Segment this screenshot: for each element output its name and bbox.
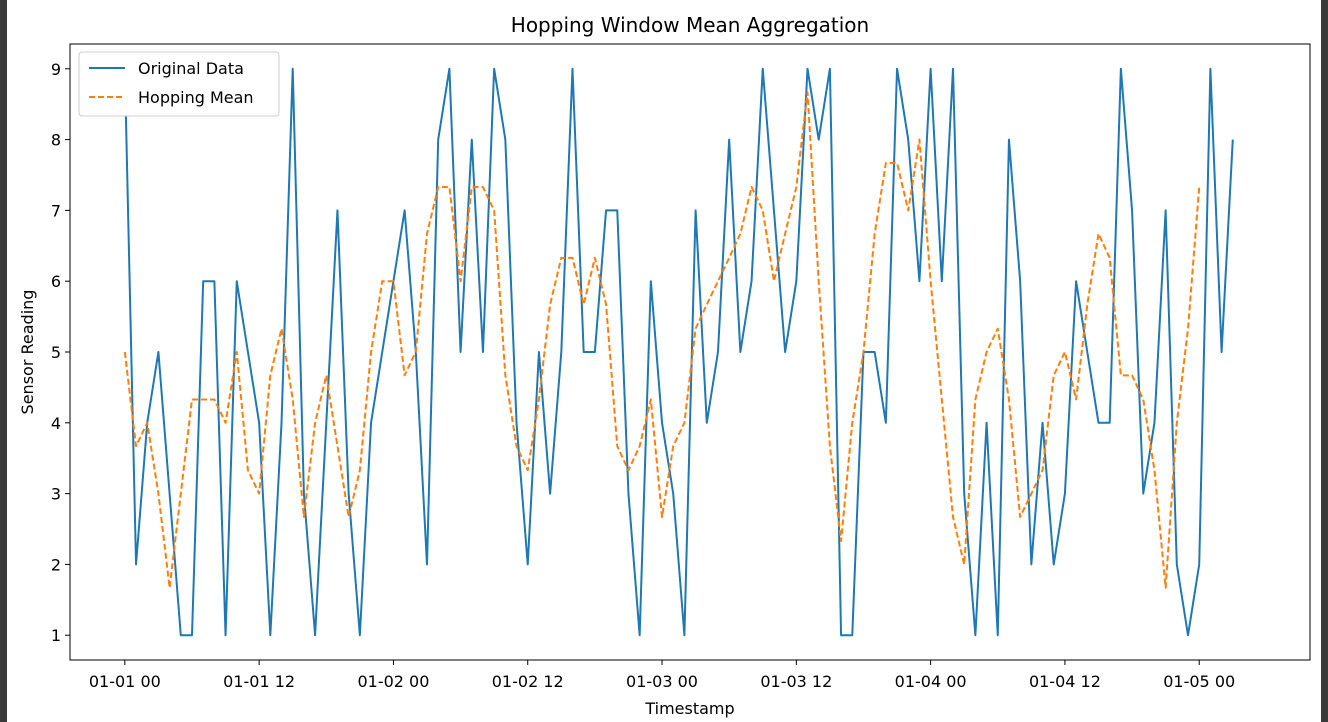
y-tick-label: 7: [51, 201, 61, 220]
x-tick-label: 01-01 00: [89, 672, 161, 691]
x-tick-label: 01-04 12: [1029, 672, 1101, 691]
legend-label-hopping-mean: Hopping Mean: [138, 88, 254, 107]
y-tick-label: 8: [51, 131, 61, 150]
y-tick-label: 9: [51, 60, 61, 79]
window-frame-left: [0, 0, 7, 722]
y-tick-label: 3: [51, 485, 61, 504]
legend-label-original-data: Original Data: [138, 59, 244, 78]
plot-area: [123, 67, 1234, 637]
y-axis: 1 2 3 4 5 6 7 8 9: [51, 60, 70, 645]
window-frame-right: [1321, 0, 1328, 722]
x-tick-label: 01-03 12: [760, 672, 832, 691]
x-tick-label: 01-02 00: [357, 672, 429, 691]
plot-frame: [69, 43, 1311, 661]
x-axis-label: Timestamp: [644, 699, 734, 718]
y-axis-label: Sensor Reading: [18, 290, 37, 415]
series-line-hopping-mean: [123, 91, 1201, 589]
chart-title: Hopping Window Mean Aggregation: [511, 13, 869, 37]
y-tick-label: 5: [51, 343, 61, 362]
y-tick-label: 6: [51, 272, 61, 291]
legend: Original Data Hopping Mean: [78, 51, 280, 117]
x-tick-label: 01-05 00: [1163, 672, 1235, 691]
x-axis: 01-01 00 01-01 12 01-02 00 01-02 12 01-03 00…: [89, 660, 1235, 691]
x-tick-label: 01-01 12: [223, 672, 295, 691]
y-tick-label: 4: [51, 414, 61, 433]
x-tick-label: 01-04 00: [895, 672, 967, 691]
x-tick-label: 01-02 12: [492, 672, 564, 691]
legend-box: [78, 51, 280, 117]
series-line-original-data: [123, 67, 1234, 637]
y-tick-label: 1: [51, 626, 61, 645]
x-tick-label: 01-03 00: [626, 672, 698, 691]
y-tick-label: 2: [51, 555, 61, 574]
